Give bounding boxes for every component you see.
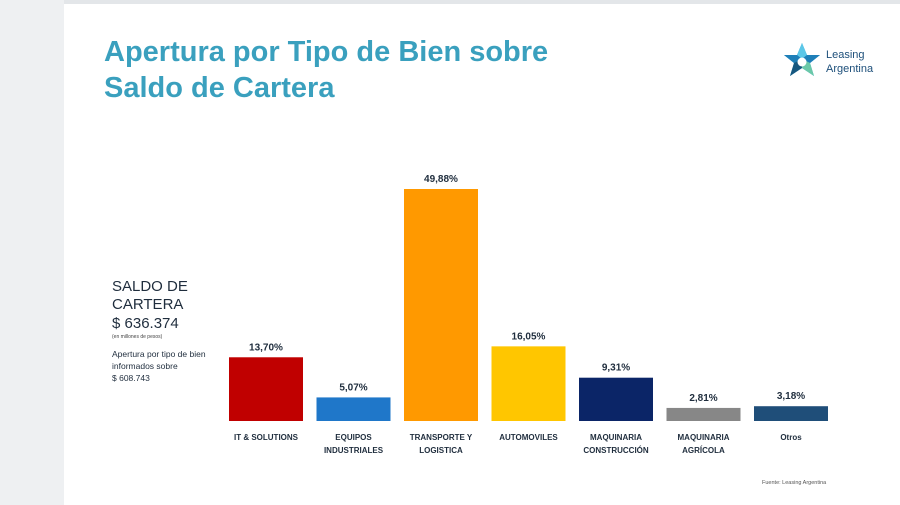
saldo-note: Apertura por tipo de bien informados sob… — [112, 349, 206, 371]
data-label-7: 3,18% — [777, 391, 805, 402]
bar-4 — [491, 346, 566, 421]
category-label-4: AUTOMOVILES — [499, 433, 558, 442]
category-label-6: MAQUINARIA AGRÍCOLA — [678, 433, 730, 455]
category-label-5: MAQUINARIA CONSTRUCCIÓN — [583, 433, 649, 455]
logo-line-2: Argentina — [826, 63, 874, 75]
logo-line-1: Leasing — [826, 49, 865, 61]
bar-3 — [404, 189, 478, 421]
bar-6 — [666, 407, 741, 421]
top-divider — [64, 0, 900, 4]
data-label-5: 9,31% — [602, 363, 630, 374]
data-label-6: 2,81% — [689, 393, 717, 404]
bar-5 — [579, 377, 653, 421]
saldo-panel: SALDO DE CARTERA $ 636.374 (en millones … — [112, 278, 262, 384]
data-label-3: 49,88% — [424, 174, 458, 185]
logo-text: Leasing Argentina — [826, 48, 873, 76]
category-label-1: IT & SOLUTIONS — [234, 433, 299, 442]
saldo-note-value: $ 608.743 — [112, 373, 150, 383]
saldo-heading-line-1: SALDO DE — [112, 278, 188, 295]
bar-1 — [229, 357, 303, 421]
category-label-7: Otros — [780, 433, 802, 442]
data-label-2: 5,07% — [339, 382, 367, 393]
title-line-1: Apertura por Tipo de Bien sobre — [104, 36, 549, 68]
category-label-3: TRANSPORTE Y LOGISTICA — [410, 433, 473, 455]
bar-7 — [754, 406, 828, 421]
saldo-amount: $ 636.374 — [112, 315, 179, 332]
saldo-unit: (en millones de pesos) — [112, 334, 163, 340]
category-label-2: EQUIPOS INDUSTRIALES — [324, 433, 384, 455]
saldo-heading-line-2: CARTERA — [112, 296, 184, 313]
data-label-4: 16,05% — [512, 331, 546, 342]
bar-chart: 13,70% IT & SOLUTIONS 5,07% EQUIPOS INDUSTRI… — [229, 174, 828, 455]
source-note: Fuente: Leasing Argentina — [762, 480, 827, 486]
title-line-2: Saldo de Cartera — [104, 72, 335, 104]
leasing-argentina-star-icon — [784, 43, 820, 76]
leasing-argentina-logo: Leasing Argentina — [782, 42, 892, 88]
slide: Apertura por Tipo de Bien sobre Saldo de… — [64, 0, 900, 505]
data-label-1: 13,70% — [249, 342, 283, 353]
page-title: Apertura por Tipo de Bien sobre Saldo de… — [104, 34, 548, 106]
bar-2 — [316, 397, 391, 421]
saldo-heading: SALDO DE CARTERA — [112, 278, 262, 314]
